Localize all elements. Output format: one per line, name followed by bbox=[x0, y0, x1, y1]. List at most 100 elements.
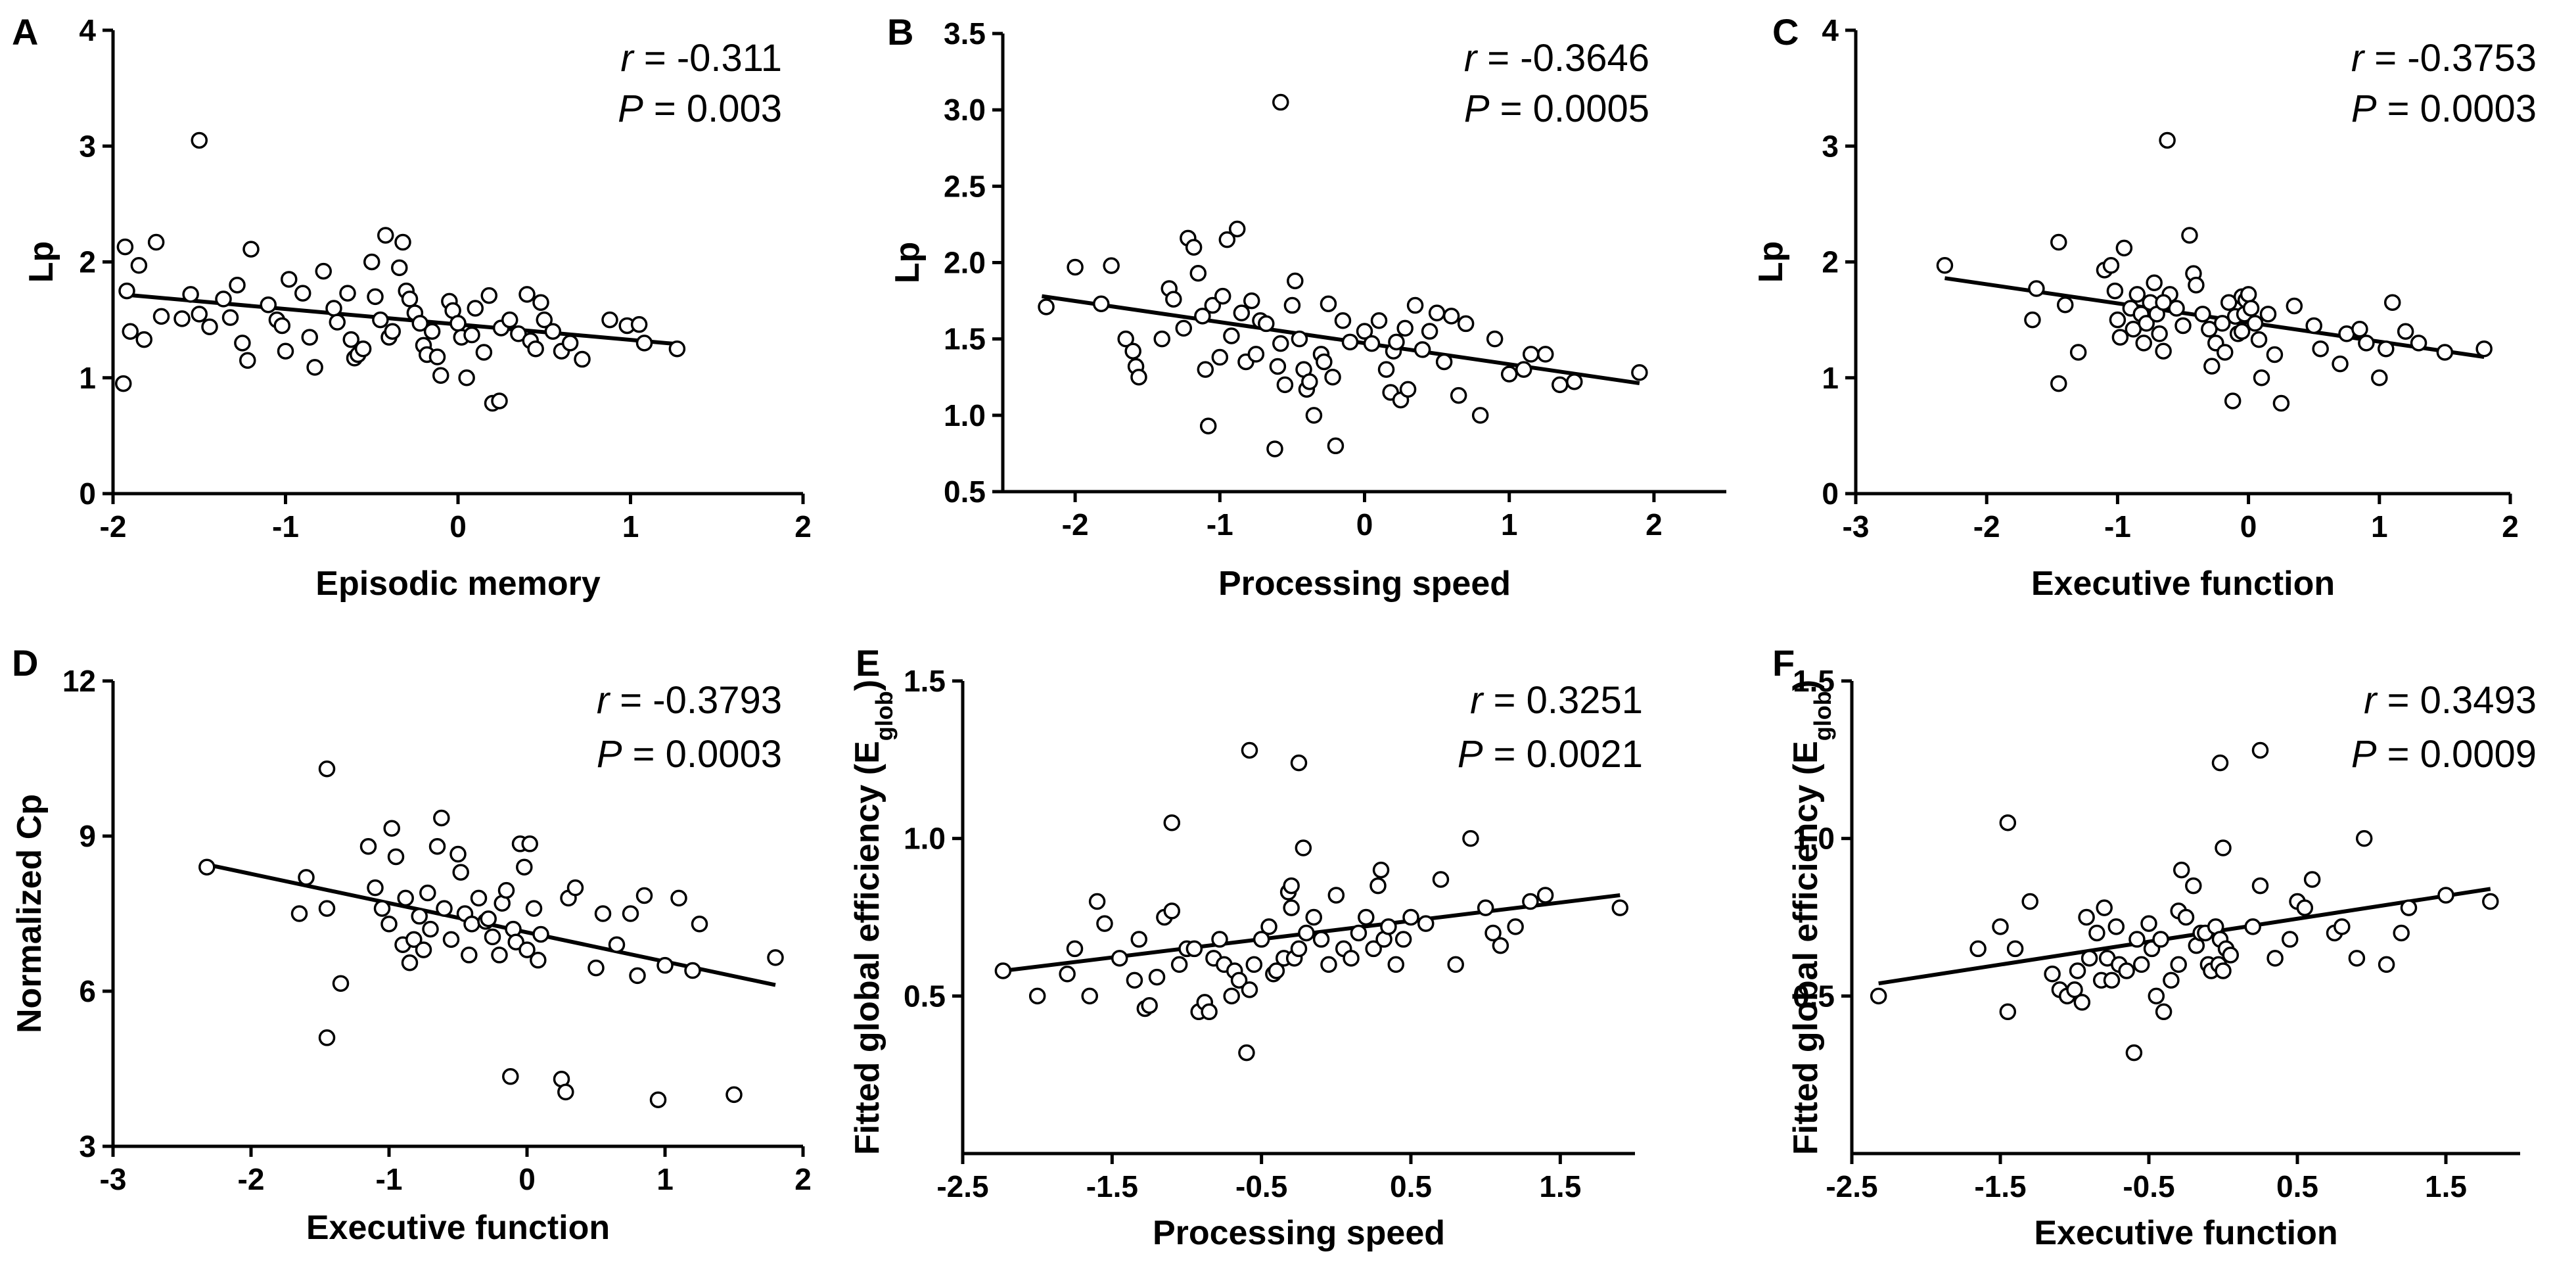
data-point bbox=[428, 348, 446, 365]
data-point bbox=[2303, 871, 2321, 888]
data-point bbox=[1269, 358, 1287, 375]
data-point bbox=[1066, 940, 1084, 958]
data-point bbox=[507, 933, 524, 951]
data-point bbox=[2244, 918, 2261, 935]
data-point bbox=[2021, 893, 2038, 910]
data-point bbox=[152, 308, 170, 325]
data-point bbox=[608, 936, 626, 953]
data-point bbox=[1507, 918, 1524, 935]
x-tick-label: 1.5 bbox=[1539, 1169, 1581, 1204]
data-point bbox=[332, 975, 350, 992]
data-point bbox=[510, 325, 527, 342]
data-point bbox=[1999, 1003, 2017, 1021]
data-point bbox=[1148, 968, 1166, 986]
data-point bbox=[442, 931, 460, 948]
data-point bbox=[1522, 893, 1539, 910]
data-point bbox=[2069, 344, 2087, 361]
panel-letter: C bbox=[1772, 11, 1799, 53]
data-point bbox=[2163, 971, 2180, 989]
data-point bbox=[290, 905, 308, 922]
r-value: r = -0.3646 bbox=[1464, 37, 1649, 80]
data-point bbox=[325, 300, 342, 317]
data-point bbox=[373, 900, 391, 917]
data-point bbox=[2135, 335, 2152, 352]
y-tick-label: 3.0 bbox=[944, 93, 986, 127]
data-point bbox=[2152, 931, 2169, 948]
data-point bbox=[1088, 893, 1106, 910]
data-point bbox=[1377, 361, 1395, 378]
data-point bbox=[458, 369, 475, 386]
data-point bbox=[561, 335, 579, 352]
data-point bbox=[1092, 295, 1110, 312]
y-tick-label: 1.5 bbox=[904, 664, 946, 698]
data-point bbox=[367, 879, 384, 897]
p-value: P = 0.0009 bbox=[2351, 733, 2537, 776]
data-point bbox=[2410, 335, 2427, 352]
data-point bbox=[2138, 315, 2155, 332]
data-point bbox=[1243, 292, 1260, 310]
data-point bbox=[480, 287, 497, 304]
data-point bbox=[2272, 394, 2290, 412]
data-point bbox=[1372, 861, 1390, 879]
data-point bbox=[1417, 915, 1435, 932]
data-point bbox=[1230, 971, 1248, 989]
data-point bbox=[182, 286, 199, 303]
y-tick-label: 12 bbox=[62, 664, 96, 698]
data-point bbox=[1241, 981, 1258, 998]
data-point bbox=[2242, 300, 2260, 317]
data-point bbox=[1370, 312, 1388, 329]
data-point bbox=[1295, 839, 1312, 856]
data-point bbox=[411, 315, 428, 332]
data-point bbox=[277, 342, 294, 360]
data-point bbox=[372, 311, 389, 329]
data-point bbox=[2115, 239, 2133, 257]
data-point bbox=[2305, 317, 2322, 335]
data-point bbox=[2181, 227, 2198, 244]
y-tick-label: 4 bbox=[79, 13, 96, 47]
data-point bbox=[1189, 265, 1207, 282]
data-point bbox=[260, 296, 277, 314]
data-point bbox=[432, 367, 449, 384]
p-value: P = 0.0021 bbox=[1458, 733, 1643, 776]
regression-line bbox=[121, 292, 679, 346]
data-point bbox=[1365, 940, 1382, 958]
x-tick-label: 0 bbox=[449, 509, 467, 544]
data-point bbox=[2259, 306, 2277, 323]
data-point bbox=[229, 277, 246, 294]
y-tick-label: 9 bbox=[79, 819, 96, 853]
data-point bbox=[1287, 272, 1304, 290]
data-point bbox=[301, 329, 318, 346]
data-point bbox=[1175, 319, 1192, 337]
data-point bbox=[342, 331, 359, 348]
data-point bbox=[428, 837, 446, 855]
data-point bbox=[629, 967, 646, 985]
data-point bbox=[1268, 962, 1285, 979]
data-point bbox=[281, 271, 298, 288]
data-point bbox=[1124, 342, 1141, 360]
data-point bbox=[2281, 931, 2299, 948]
data-point bbox=[475, 344, 493, 361]
y-tick-label: 1.5 bbox=[1793, 664, 1835, 698]
data-point bbox=[294, 285, 311, 302]
data-point bbox=[2378, 340, 2395, 358]
data-point bbox=[318, 900, 336, 917]
data-point bbox=[1402, 908, 1419, 926]
data-point bbox=[2177, 908, 2195, 926]
data-point bbox=[1450, 386, 1467, 404]
x-tick-label: -0.5 bbox=[1235, 1169, 1287, 1204]
data-point bbox=[1611, 899, 1629, 916]
data-point bbox=[1327, 887, 1345, 904]
y-tick-label: 0 bbox=[1822, 477, 1839, 511]
data-point bbox=[2251, 741, 2269, 759]
x-tick-label: -3 bbox=[1843, 509, 1870, 544]
data-point bbox=[1515, 361, 1532, 378]
data-point bbox=[116, 238, 134, 256]
data-point bbox=[1130, 369, 1147, 386]
r-value: r = -0.311 bbox=[620, 37, 782, 80]
data-point bbox=[1301, 373, 1318, 390]
y-tick-label: 6 bbox=[79, 974, 96, 1008]
data-point bbox=[2050, 375, 2067, 392]
data-point bbox=[544, 323, 562, 340]
data-point bbox=[242, 241, 260, 258]
data-point bbox=[536, 311, 553, 329]
